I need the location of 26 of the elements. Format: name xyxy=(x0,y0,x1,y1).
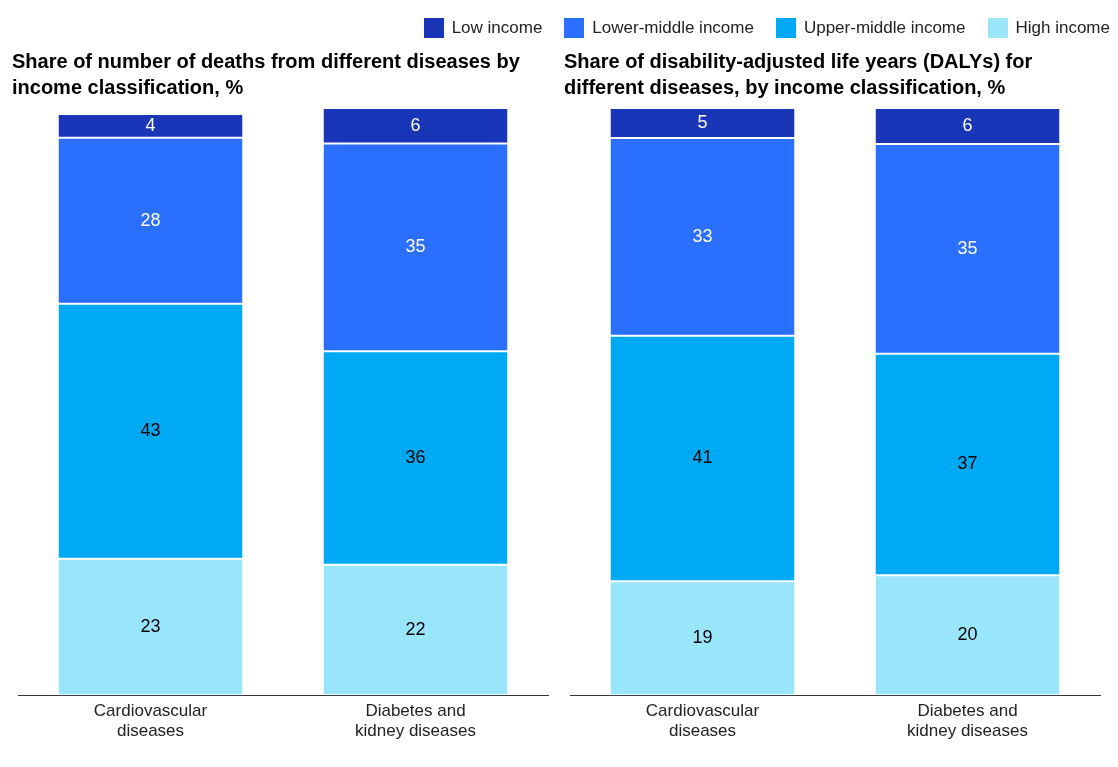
data-label: 22 xyxy=(405,618,426,639)
data-label: 19 xyxy=(692,627,713,648)
data-label: 28 xyxy=(140,209,161,230)
data-label: 35 xyxy=(405,236,426,257)
data-label: 43 xyxy=(140,420,161,441)
data-label: 33 xyxy=(692,225,713,246)
data-label: 4 xyxy=(145,114,156,135)
legend-label: Upper-middle income xyxy=(803,18,966,38)
x-tick-label: Cardiovascular diseases xyxy=(93,701,208,741)
data-label: 41 xyxy=(692,447,713,468)
data-label: 6 xyxy=(410,114,421,135)
data-label: 5 xyxy=(697,111,708,132)
data-label: 6 xyxy=(962,114,973,135)
data-label: 20 xyxy=(957,624,978,645)
data-label: 36 xyxy=(405,446,426,467)
chart-title: Share of disability-adjusted life years (DALYs) for different diseases, by income classification, % xyxy=(563,49,1034,100)
x-tick-label: Diabetes and kidney diseases xyxy=(907,701,1028,741)
data-label: 35 xyxy=(957,237,978,258)
data-label: 37 xyxy=(957,453,978,474)
chart-title: Share of number of deaths from different diseases by income classification, % xyxy=(11,49,521,100)
x-tick-label: Cardiovascular diseases xyxy=(645,701,760,741)
x-tick-label: Diabetes and kidney diseases xyxy=(355,701,476,741)
legend-label: Lower-middle income xyxy=(592,18,754,38)
legend-label: Low income xyxy=(451,18,543,38)
data-label: 23 xyxy=(140,615,161,636)
legend-label: High income xyxy=(1015,18,1110,38)
